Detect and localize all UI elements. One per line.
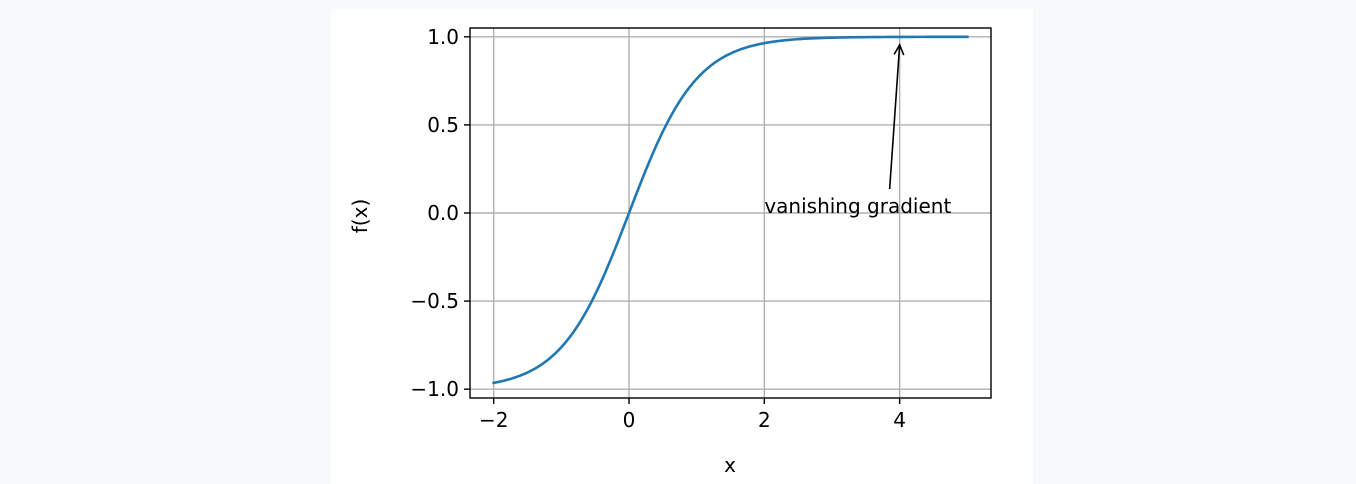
annotation-arrow-shaft [888, 44, 901, 190]
ticks: −2 0 2 4 −1.0 −0.5 0.0 0.5 1.0 [410, 25, 906, 432]
x-axis-label: x [724, 453, 736, 477]
y-tick-label: −0.5 [410, 289, 459, 313]
x-tick-label: 0 [623, 408, 636, 432]
y-tick-label: −1.0 [410, 377, 459, 401]
y-tick-label: 0.5 [427, 113, 459, 137]
y-axis-label: f(x) [348, 199, 372, 233]
series-line-tanh [492, 35, 969, 385]
tanh-chart: −2 0 2 4 −1.0 −0.5 0.0 0.5 1.0 vanishing gradien… [348, 25, 992, 477]
annotation-arrow-head [893, 42, 905, 56]
y-tick-label: 1.0 [427, 25, 459, 49]
annotations: vanishing gradient [764, 42, 951, 218]
x-tick-label: 2 [758, 408, 771, 432]
figure: −2 0 2 4 −1.0 −0.5 0.0 0.5 1.0 vanishing gradien… [331, 9, 1033, 484]
x-tick-label: −2 [479, 408, 508, 432]
y-tick-label: 0.0 [427, 201, 459, 225]
x-tick-label: 4 [893, 408, 906, 432]
annotation-label: vanishing gradient [764, 194, 951, 218]
